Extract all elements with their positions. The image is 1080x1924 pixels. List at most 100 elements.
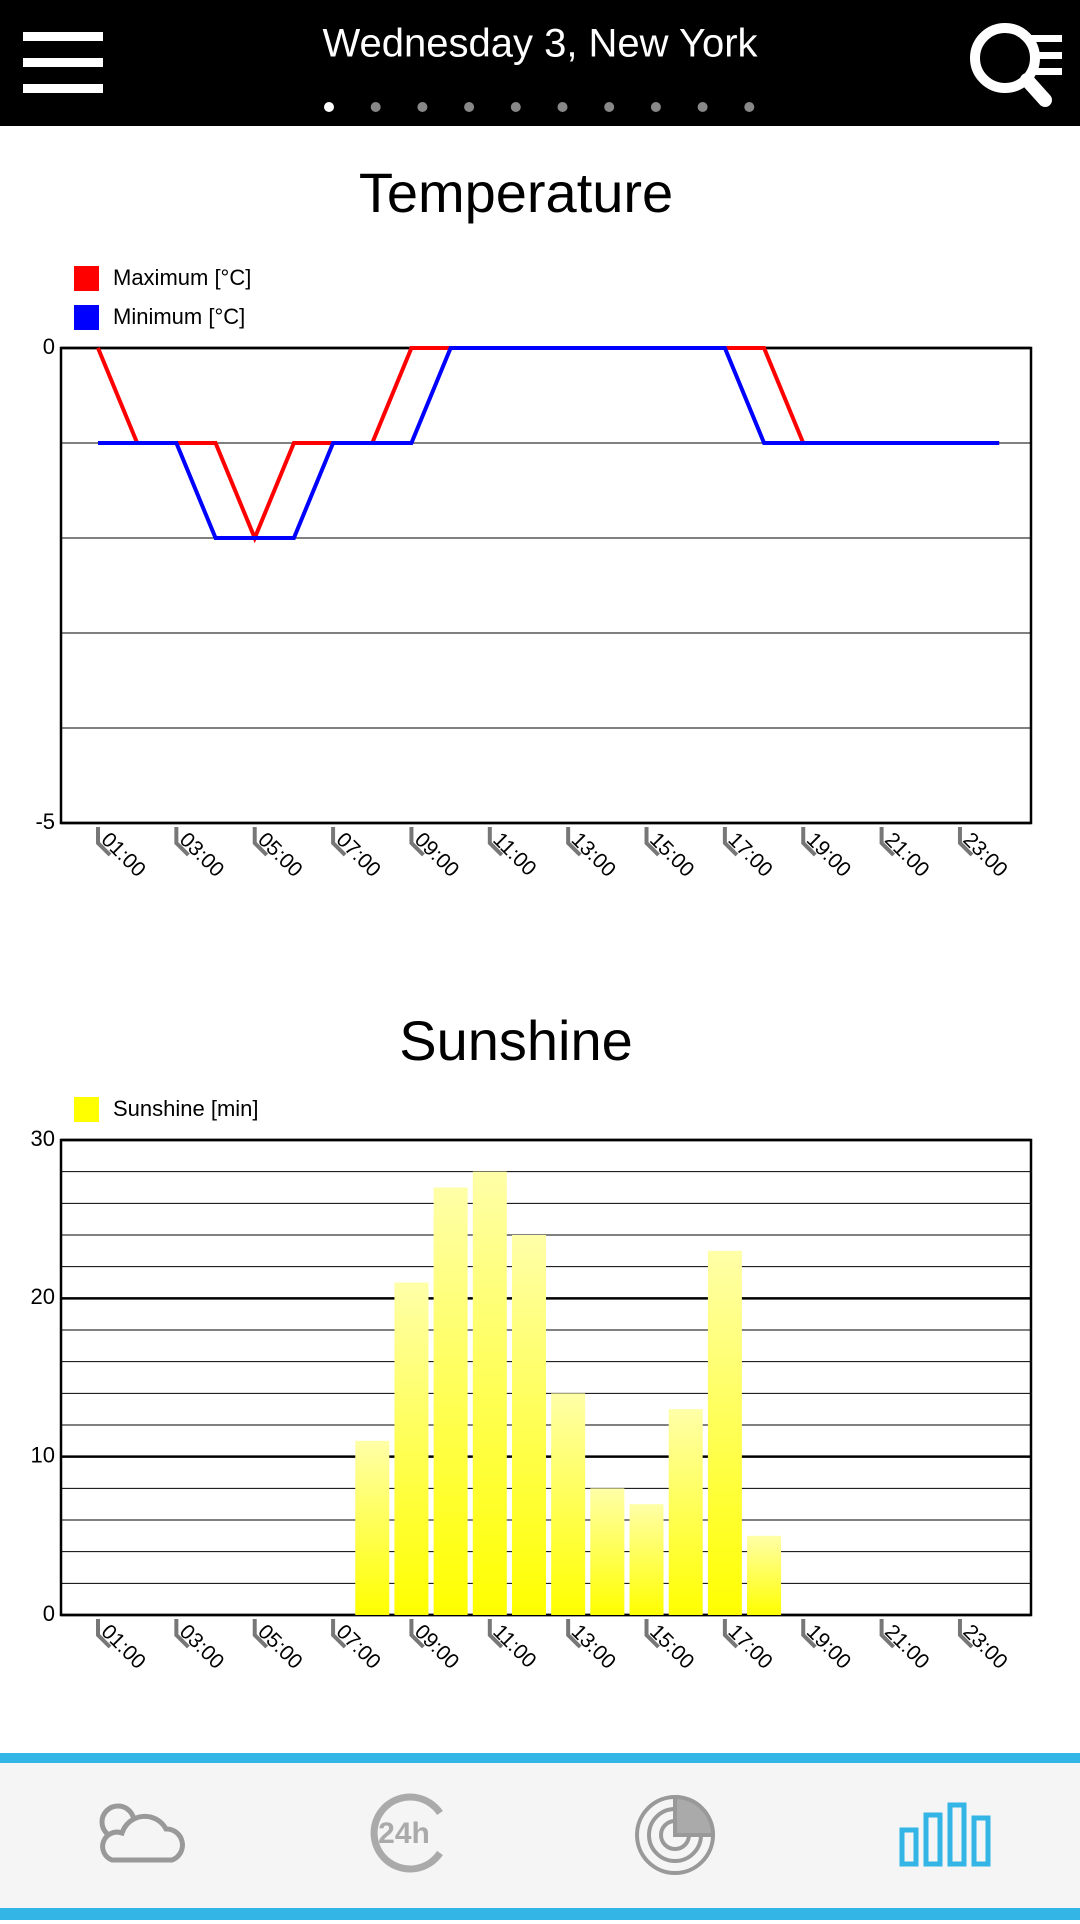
x-tick (801, 827, 817, 857)
y-tick-label: 30 (31, 1126, 55, 1151)
page-dot (510, 102, 521, 112)
x-tick-label: 05:00 (253, 1620, 306, 1673)
x-tick (252, 827, 269, 857)
x-tick (252, 1619, 269, 1649)
x-tick (722, 827, 739, 857)
x-tick (879, 827, 896, 857)
x-tick-label: 19:00 (802, 1620, 855, 1673)
x-tick (331, 827, 347, 857)
x-tick-label: 19:00 (802, 828, 855, 881)
page-dot (370, 102, 381, 112)
header-title: Wednesday 3, New York (322, 22, 758, 66)
search-button[interactable] (970, 23, 1062, 107)
y-tick-label: 0 (43, 334, 55, 359)
x-tick-label: 17:00 (723, 1620, 776, 1673)
x-tick-label: 07:00 (332, 828, 385, 881)
page-dots (324, 102, 755, 112)
page-dot (324, 102, 334, 112)
bar (472, 1171, 507, 1615)
x-tick-label: 23:00 (959, 1620, 1012, 1673)
x-tick-label: 11:00 (488, 828, 540, 880)
x-tick-label: 23:00 (959, 828, 1012, 881)
x-tick (96, 1619, 112, 1649)
x-tick-label: 07:00 (332, 1620, 385, 1673)
page-dot (650, 102, 661, 112)
chart-title: Temperature (359, 161, 673, 224)
x-tick (487, 1619, 504, 1649)
tab-bar-border (0, 1753, 1080, 1763)
bar (707, 1250, 742, 1615)
page-dot (464, 102, 475, 112)
bar (511, 1235, 546, 1615)
legend-label: Maximum [°C] (113, 265, 251, 290)
x-tick (566, 1619, 582, 1649)
x-tick (174, 827, 190, 857)
legend-swatch (74, 1097, 99, 1122)
x-tick-label: 09:00 (410, 828, 463, 881)
plot-frame (59, 346, 1033, 825)
tab-charts[interactable] (899, 1802, 991, 1867)
bar (590, 1488, 625, 1615)
x-tick-label: 01:00 (97, 1620, 150, 1673)
x-tick-label: 03:00 (175, 828, 228, 881)
x-tick-label: 09:00 (410, 1620, 463, 1673)
bar (394, 1282, 429, 1615)
top-bar (0, 0, 1080, 126)
series-line (98, 346, 1000, 540)
x-tick (331, 1619, 347, 1649)
x-tick (96, 827, 112, 857)
svg-text:24h: 24h (378, 1817, 430, 1850)
x-tick-label: 13:00 (567, 828, 620, 881)
bar (747, 1535, 782, 1615)
x-tick (409, 1619, 425, 1649)
bar (433, 1187, 468, 1615)
x-tick-label: 05:00 (253, 828, 306, 881)
x-tick-label: 17:00 (723, 828, 776, 881)
x-tick-label: 11:00 (488, 1620, 540, 1672)
y-tick-label: 20 (31, 1284, 55, 1309)
x-tick-label: 15:00 (645, 828, 698, 881)
legend-label: Minimum [°C] (113, 304, 245, 329)
x-tick (409, 827, 425, 857)
x-tick (487, 827, 504, 857)
bar (629, 1504, 664, 1615)
page-dot (557, 102, 568, 112)
x-tick (566, 827, 582, 857)
x-tick-label: 21:00 (880, 1620, 933, 1673)
page-dot (417, 102, 428, 112)
x-tick (957, 1619, 974, 1649)
x-tick (644, 1619, 660, 1649)
x-tick (644, 827, 660, 857)
x-tick (957, 827, 974, 857)
page-dot (744, 102, 755, 112)
tab-weather[interactable] (99, 1803, 185, 1863)
bar (668, 1409, 703, 1615)
y-tick-label: 0 (43, 1601, 55, 1626)
x-tick (722, 1619, 739, 1649)
tab-24h[interactable]: 24h (370, 1793, 443, 1873)
page-dot (604, 102, 615, 112)
x-tick-label: 15:00 (645, 1620, 698, 1673)
bar (551, 1393, 586, 1615)
bar (355, 1440, 390, 1615)
legend-swatch (74, 266, 99, 291)
plot-frame (59, 1138, 1033, 1617)
x-tick-label: 13:00 (567, 1620, 620, 1673)
legend-swatch (74, 305, 99, 330)
x-tick (879, 1619, 896, 1649)
menu-button[interactable] (23, 32, 103, 93)
page-dot (697, 102, 708, 112)
legend-label: Sunshine [min] (113, 1096, 259, 1121)
x-tick (801, 1619, 817, 1649)
x-tick-label: 21:00 (880, 828, 933, 881)
bottom-border (0, 1908, 1080, 1920)
x-tick-label: 03:00 (175, 1620, 228, 1673)
y-tick-label: 10 (31, 1442, 55, 1467)
x-tick (174, 1619, 190, 1649)
x-tick-label: 01:00 (97, 828, 150, 881)
tab-radar[interactable] (635, 1794, 716, 1875)
chart-title: Sunshine (399, 1009, 633, 1072)
y-tick-label: -5 (35, 809, 55, 834)
